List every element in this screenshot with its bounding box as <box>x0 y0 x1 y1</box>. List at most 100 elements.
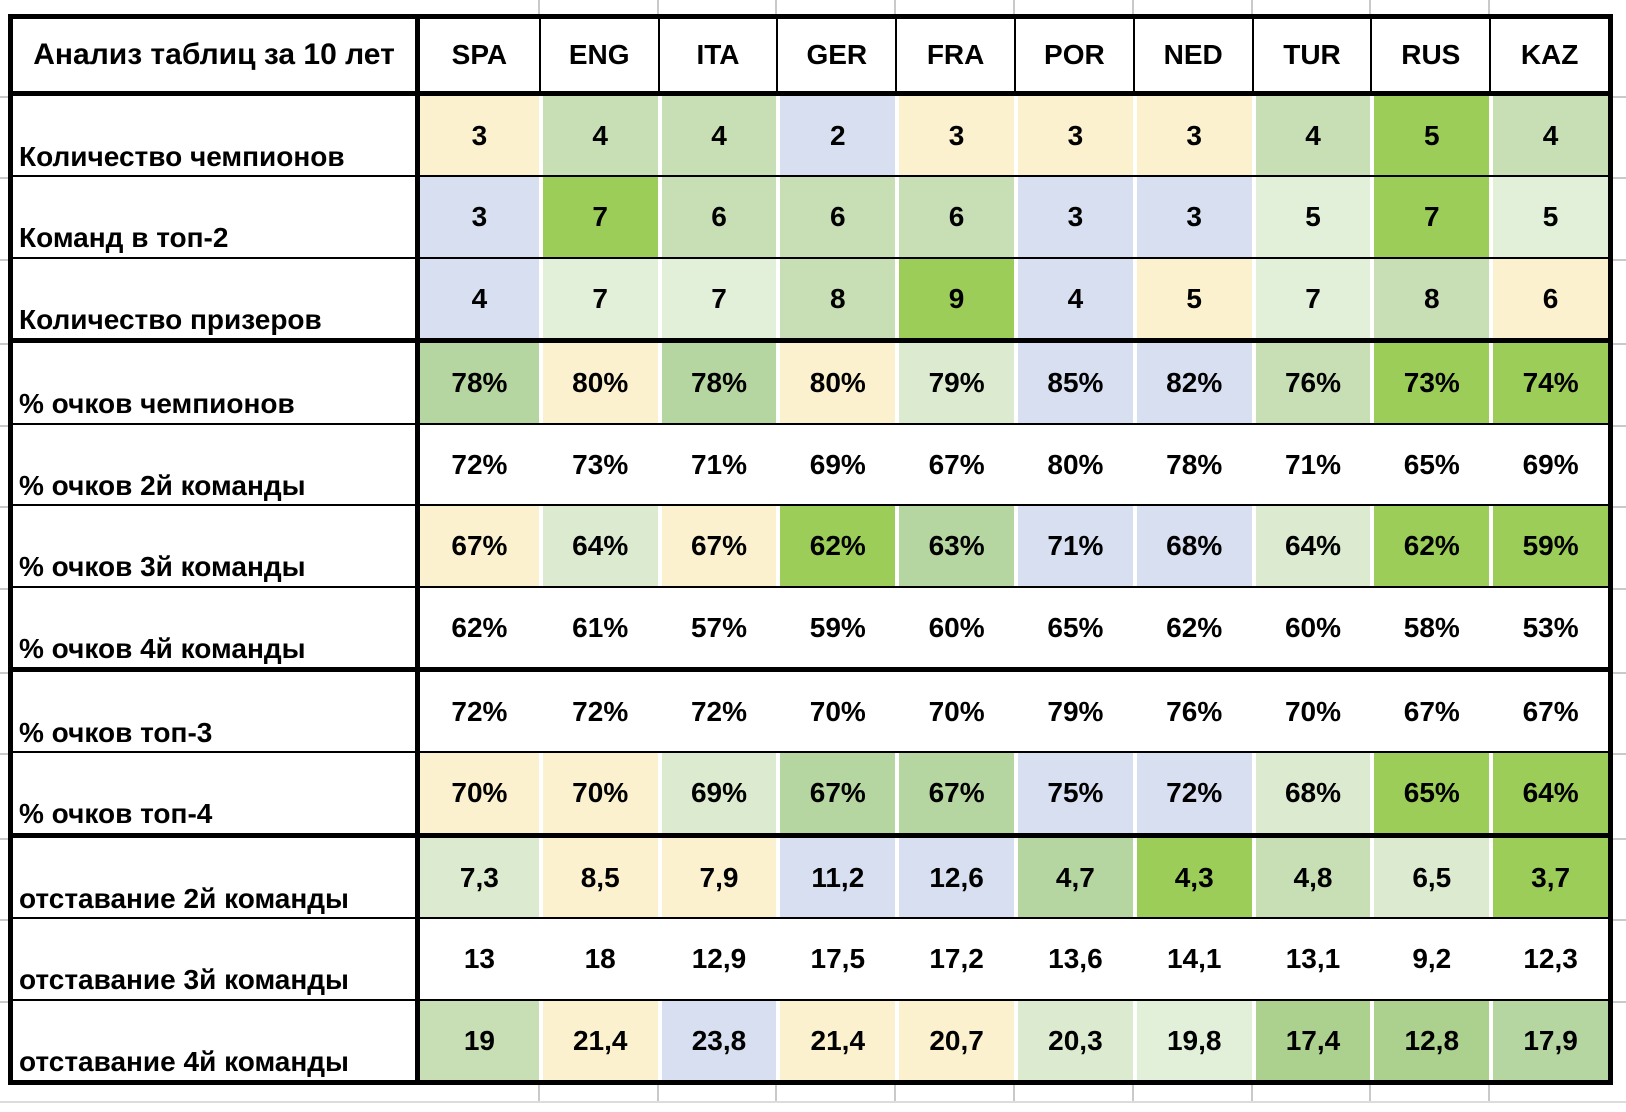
cell-ger-row4[interactable]: 80% <box>780 343 896 423</box>
cell-ger-row6[interactable]: 62% <box>780 506 896 586</box>
row-label-12[interactable]: отставание 4й команды <box>13 1000 420 1081</box>
cell-por-row4[interactable]: 85% <box>1018 343 1133 423</box>
cell-rus-row11[interactable]: 9,2 <box>1374 919 1490 999</box>
cell-fra-row2[interactable]: 6 <box>899 177 1014 257</box>
cell-fra-row8[interactable]: 70% <box>899 671 1014 752</box>
cell-kaz-row7[interactable]: 53% <box>1493 587 1608 667</box>
cell-spa-row12[interactable]: 19 <box>420 1000 539 1081</box>
cell-fra-row10[interactable]: 12,6 <box>899 837 1014 918</box>
cell-ger-row5[interactable]: 69% <box>780 424 896 505</box>
column-header-eng[interactable]: ENG <box>538 19 658 91</box>
cell-ned-row7[interactable]: 62% <box>1136 587 1252 667</box>
cell-ned-row10[interactable]: 4,3 <box>1136 837 1252 918</box>
cell-fra-row5[interactable]: 67% <box>899 424 1014 505</box>
cell-spa-row9[interactable]: 70% <box>420 753 539 833</box>
cell-tur-row2[interactable]: 5 <box>1255 177 1371 257</box>
cell-fra-row9[interactable]: 67% <box>899 753 1014 833</box>
cell-fra-row1[interactable]: 3 <box>899 96 1014 176</box>
cell-por-row2[interactable]: 3 <box>1018 177 1133 257</box>
cell-ita-row11[interactable]: 12,9 <box>661 919 777 999</box>
cell-spa-row5[interactable]: 72% <box>420 424 539 505</box>
column-header-kaz[interactable]: KAZ <box>1489 19 1608 91</box>
cell-ger-row7[interactable]: 59% <box>780 587 896 667</box>
cell-kaz-row9[interactable]: 64% <box>1493 753 1608 833</box>
cell-fra-row7[interactable]: 60% <box>899 587 1014 667</box>
cell-fra-row6[interactable]: 63% <box>899 506 1014 586</box>
cell-ger-row11[interactable]: 17,5 <box>780 919 896 999</box>
cell-por-row11[interactable]: 13,6 <box>1018 919 1133 999</box>
cell-por-row9[interactable]: 75% <box>1018 753 1133 833</box>
column-header-rus[interactable]: RUS <box>1370 19 1489 91</box>
cell-rus-row10[interactable]: 6,5 <box>1374 837 1490 918</box>
column-header-tur[interactable]: TUR <box>1251 19 1371 91</box>
cell-ita-row10[interactable]: 7,9 <box>661 837 777 918</box>
row-label-1[interactable]: Количество чемпионов <box>13 96 420 176</box>
cell-tur-row3[interactable]: 7 <box>1255 258 1371 339</box>
cell-ita-row6[interactable]: 67% <box>661 506 777 586</box>
cell-rus-row9[interactable]: 65% <box>1374 753 1490 833</box>
row-label-9[interactable]: % очков топ-4 <box>13 753 420 833</box>
cell-kaz-row11[interactable]: 12,3 <box>1493 919 1608 999</box>
cell-rus-row12[interactable]: 12,8 <box>1374 1000 1490 1081</box>
row-label-11[interactable]: отставание 3й команды <box>13 919 420 999</box>
cell-ned-row3[interactable]: 5 <box>1136 258 1252 339</box>
cell-spa-row11[interactable]: 13 <box>420 919 539 999</box>
row-label-6[interactable]: % очков 3й команды <box>13 506 420 586</box>
cell-spa-row6[interactable]: 67% <box>420 506 539 586</box>
cell-tur-row4[interactable]: 76% <box>1255 343 1371 423</box>
cell-rus-row7[interactable]: 58% <box>1374 587 1490 667</box>
column-header-ned[interactable]: NED <box>1132 19 1252 91</box>
cell-eng-row2[interactable]: 7 <box>542 177 658 257</box>
cell-fra-row12[interactable]: 20,7 <box>899 1000 1014 1081</box>
column-header-spa[interactable]: SPA <box>451 39 508 71</box>
cell-rus-row8[interactable]: 67% <box>1374 671 1490 752</box>
cell-rus-row3[interactable]: 8 <box>1374 258 1490 339</box>
row-label-4[interactable]: % очков чемпионов <box>13 343 420 423</box>
cell-tur-row12[interactable]: 17,4 <box>1255 1000 1371 1081</box>
cell-eng-row5[interactable]: 73% <box>542 424 658 505</box>
row-label-8[interactable]: % очков топ-3 <box>13 671 420 752</box>
cell-ned-row12[interactable]: 19,8 <box>1136 1000 1252 1081</box>
cell-kaz-row10[interactable]: 3,7 <box>1493 837 1608 918</box>
cell-rus-row4[interactable]: 73% <box>1374 343 1490 423</box>
column-header-fra[interactable]: FRA <box>895 19 1014 91</box>
cell-tur-row7[interactable]: 60% <box>1255 587 1371 667</box>
cell-tur-row1[interactable]: 4 <box>1255 96 1371 176</box>
cell-kaz-row1[interactable]: 4 <box>1493 96 1608 176</box>
cell-ita-row12[interactable]: 23,8 <box>661 1000 777 1081</box>
cell-eng-row8[interactable]: 72% <box>542 671 658 752</box>
cell-ned-row4[interactable]: 82% <box>1136 343 1252 423</box>
cell-spa-row7[interactable]: 62% <box>420 587 539 667</box>
cell-eng-row3[interactable]: 7 <box>542 258 658 339</box>
cell-ger-row10[interactable]: 11,2 <box>780 837 896 918</box>
cell-fra-row4[interactable]: 79% <box>899 343 1014 423</box>
cell-tur-row11[interactable]: 13,1 <box>1255 919 1371 999</box>
row-label-2[interactable]: Команд в топ-2 <box>13 177 420 257</box>
cell-por-row12[interactable]: 20,3 <box>1018 1000 1133 1081</box>
cell-kaz-row6[interactable]: 59% <box>1493 506 1608 586</box>
cell-spa-row3[interactable]: 4 <box>420 258 539 339</box>
cell-por-row3[interactable]: 4 <box>1018 258 1133 339</box>
cell-ita-row2[interactable]: 6 <box>661 177 777 257</box>
cell-rus-row5[interactable]: 65% <box>1374 424 1490 505</box>
cell-por-row8[interactable]: 79% <box>1018 671 1133 752</box>
cell-tur-row10[interactable]: 4,8 <box>1255 837 1371 918</box>
cell-ita-row8[interactable]: 72% <box>661 671 777 752</box>
cell-ned-row9[interactable]: 72% <box>1136 753 1252 833</box>
cell-ned-row2[interactable]: 3 <box>1136 177 1252 257</box>
row-label-3[interactable]: Количество призеров <box>13 258 420 339</box>
column-header-ger[interactable]: GER <box>776 19 895 91</box>
cell-ned-row5[interactable]: 78% <box>1136 424 1252 505</box>
cell-spa-row2[interactable]: 3 <box>420 177 539 257</box>
cell-ger-row9[interactable]: 67% <box>780 753 896 833</box>
cell-tur-row5[interactable]: 71% <box>1255 424 1371 505</box>
cell-ned-row11[interactable]: 14,1 <box>1136 919 1252 999</box>
cell-fra-row11[interactable]: 17,2 <box>899 919 1014 999</box>
row-label-5[interactable]: % очков 2й команды <box>13 424 420 505</box>
cell-rus-row1[interactable]: 5 <box>1374 96 1490 176</box>
cell-eng-row6[interactable]: 64% <box>542 506 658 586</box>
cell-kaz-row3[interactable]: 6 <box>1493 258 1608 339</box>
cell-spa-row8[interactable]: 72% <box>420 671 539 752</box>
cell-ger-row12[interactable]: 21,4 <box>780 1000 896 1081</box>
cell-por-row6[interactable]: 71% <box>1018 506 1133 586</box>
